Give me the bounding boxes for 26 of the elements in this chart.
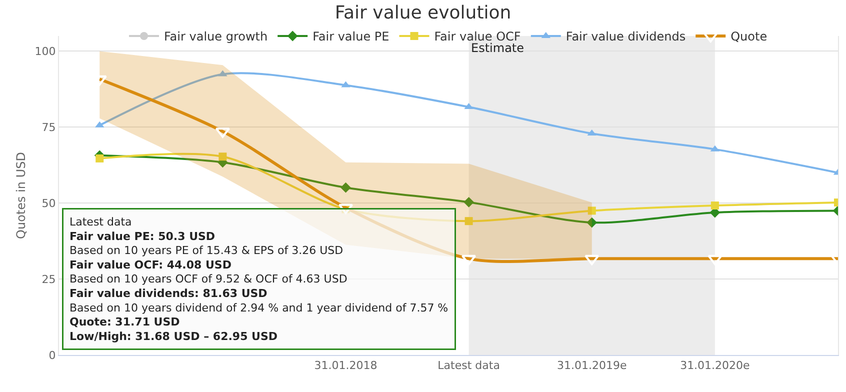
- chart-title: Fair value evolution: [334, 2, 512, 24]
- annotation: Based on 10 years OCF of 9.52 & OCF of 4.63 USD: [70, 272, 348, 286]
- y-axis-title: Quotes in USD: [14, 152, 28, 239]
- y-tick-label: 25: [42, 272, 56, 286]
- legend-label: Fair value PE: [312, 30, 390, 44]
- annotation: Based on 10 years dividend of 2.94 % and 1 year dividend of 7.57 %: [70, 301, 448, 314]
- legend-label: Quote: [730, 30, 768, 44]
- annotation: Latest data: [70, 216, 132, 228]
- annotation: Fair value dividends: 81.63 USD: [70, 287, 268, 300]
- annotation: Quote: 31.71 USD: [70, 316, 180, 329]
- x-tick-label: 31.01.2020e: [680, 359, 750, 372]
- y-tick-label: 50: [42, 196, 56, 210]
- legend-label: Fair value OCF: [434, 30, 521, 44]
- x-tick-label: Latest data: [438, 359, 500, 372]
- y-tick-label: 100: [34, 45, 56, 58]
- annotation: Fair value OCF: 44.08 USD: [70, 258, 232, 272]
- legend-label: Fair value growth: [164, 30, 268, 44]
- band-label: Estimate: [471, 41, 524, 55]
- y-tick-label: 0: [48, 348, 56, 362]
- y-tick-label: 75: [42, 120, 56, 134]
- annotation: Low/High: 31.68 USD – 62.95 USD: [70, 330, 278, 343]
- legend-label: Fair value dividends: [566, 30, 686, 44]
- annotation: Fair value PE: 50.3 USD: [70, 230, 216, 243]
- x-tick-label: 31.01.2018: [314, 359, 378, 372]
- annotation: Based on 10 years PE of 15.43 & EPS of 3.26 USD: [70, 244, 344, 258]
- x-tick-label: 31.01.2019e: [556, 359, 627, 372]
